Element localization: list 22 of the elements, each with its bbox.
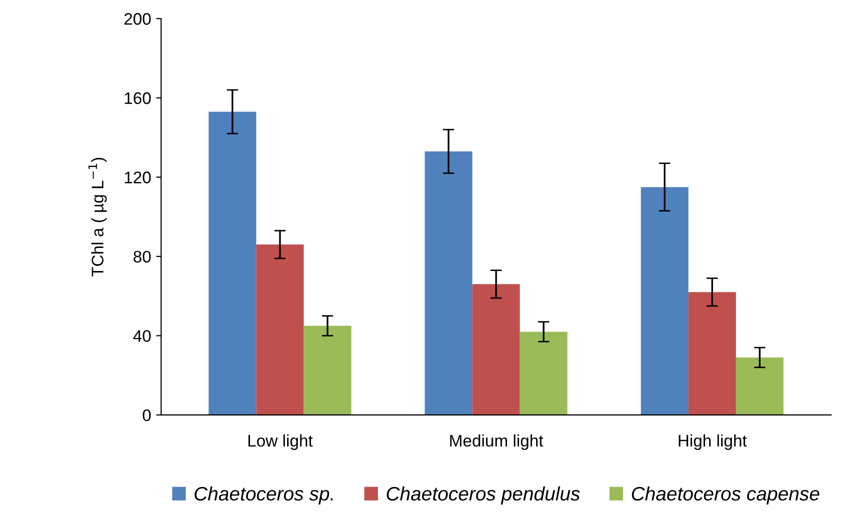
legend-label: Chaetoceros capense bbox=[632, 486, 820, 504]
y-tick-label: 160 bbox=[124, 92, 151, 104]
x-tick-label: Medium light bbox=[450, 434, 544, 450]
bar bbox=[688, 292, 736, 415]
bar bbox=[520, 332, 568, 415]
bar bbox=[256, 244, 304, 415]
bar bbox=[424, 151, 472, 415]
y-tick-label: 120 bbox=[124, 172, 151, 184]
bar bbox=[208, 112, 256, 415]
x-tick-label: High light bbox=[678, 434, 747, 450]
bar bbox=[304, 326, 352, 415]
y-tick-label: 40 bbox=[133, 330, 151, 342]
bar bbox=[640, 187, 688, 415]
legend-label: Chaetoceros pendulus bbox=[386, 486, 580, 504]
x-tick-label: Low light bbox=[248, 434, 313, 450]
y-tick-label: 0 bbox=[142, 409, 151, 422]
bar bbox=[472, 284, 520, 415]
y-tick-label: 80 bbox=[134, 250, 151, 263]
y-tick-label: 200 bbox=[124, 13, 151, 25]
legend-label: Chaetoceros sp. bbox=[194, 486, 333, 504]
bar bbox=[736, 357, 784, 415]
y-axis-title: TChl a ( µg L$^{−1}$) bbox=[88, 158, 107, 276]
